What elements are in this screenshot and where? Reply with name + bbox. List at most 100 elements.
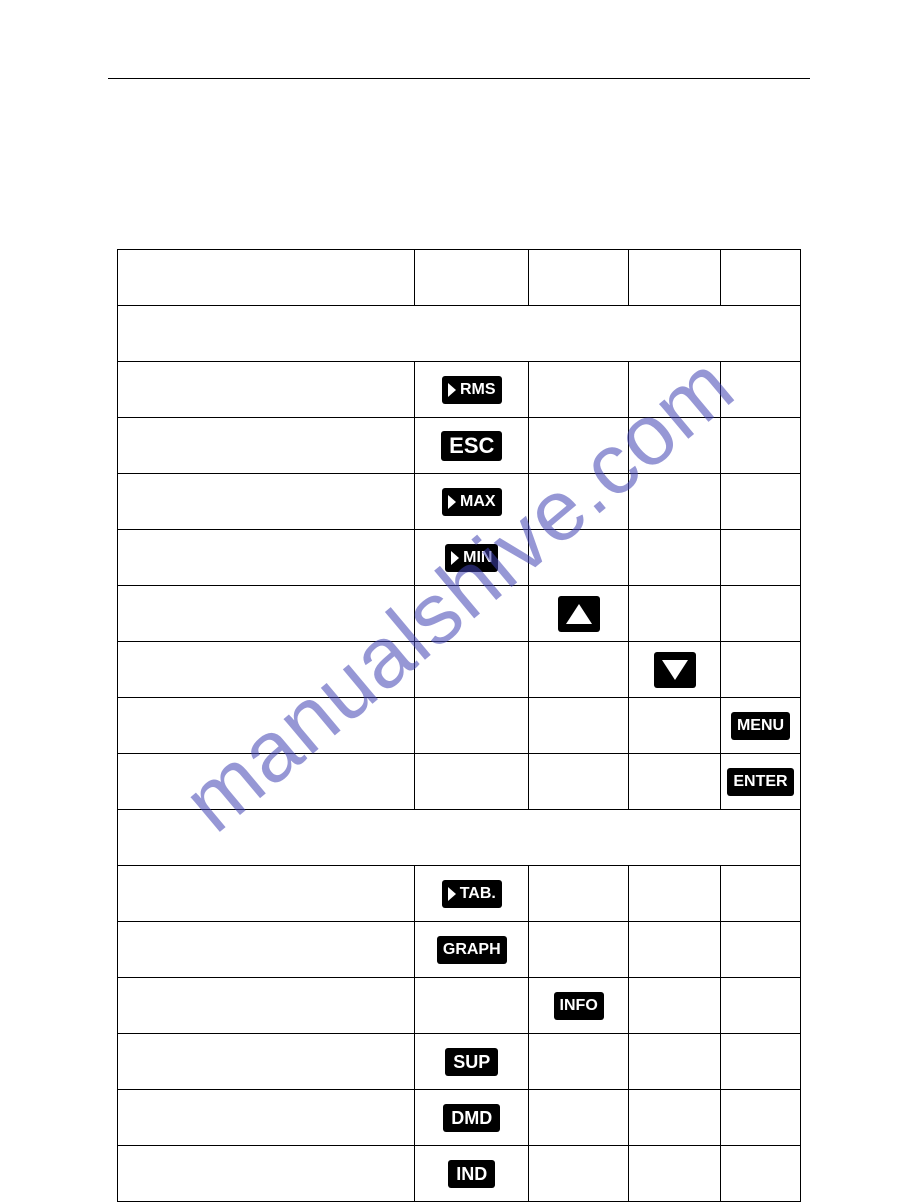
table-row: ESC [118, 418, 801, 474]
label-cell [118, 474, 415, 530]
empty-cell [415, 978, 529, 1034]
empty-cell [529, 866, 629, 922]
header-cell [721, 250, 801, 306]
label-cell [118, 530, 415, 586]
empty-cell [529, 418, 629, 474]
empty-cell [529, 474, 629, 530]
header-cell [118, 250, 415, 306]
table-row: DMD [118, 1090, 801, 1146]
empty-cell [629, 1090, 721, 1146]
empty-cell [529, 698, 629, 754]
empty-cell [629, 418, 721, 474]
empty-cell [629, 586, 721, 642]
empty-cell [721, 1090, 801, 1146]
min-button-icon: MIN [445, 544, 498, 572]
empty-cell [721, 418, 801, 474]
table-row: ENTER [118, 754, 801, 810]
ind-button-icon: IND [448, 1160, 495, 1188]
label-cell [118, 1034, 415, 1090]
table-row: MENU [118, 698, 801, 754]
page-container: manualshive.com RMS ESC [0, 0, 918, 1188]
button-cell: MAX [415, 474, 529, 530]
table-row: INFO [118, 978, 801, 1034]
button-cell: RMS [415, 362, 529, 418]
section-divider-row [118, 306, 801, 362]
empty-cell [721, 1146, 801, 1202]
button-cell: ESC [415, 418, 529, 474]
up-arrow-button-icon [558, 596, 600, 632]
empty-cell [629, 866, 721, 922]
tab-button-icon: TAB. [442, 880, 502, 908]
info-button-icon: INFO [554, 992, 604, 1020]
label-cell [118, 978, 415, 1034]
empty-cell [721, 866, 801, 922]
button-cell [529, 586, 629, 642]
table-row: IND [118, 1146, 801, 1202]
table-row: MIN [118, 530, 801, 586]
button-cell: DMD [415, 1090, 529, 1146]
label-cell [118, 1146, 415, 1202]
empty-cell [415, 754, 529, 810]
rms-button-icon: RMS [442, 376, 502, 404]
down-arrow-button-icon [654, 652, 696, 688]
label-cell [118, 362, 415, 418]
label-cell [118, 586, 415, 642]
label-cell [118, 922, 415, 978]
table-row [118, 586, 801, 642]
button-cell: SUP [415, 1034, 529, 1090]
header-cell [415, 250, 529, 306]
empty-cell [529, 1146, 629, 1202]
empty-cell [415, 586, 529, 642]
button-cell: MIN [415, 530, 529, 586]
header-cell [529, 250, 629, 306]
empty-cell [629, 698, 721, 754]
section-cell [118, 306, 801, 362]
empty-cell [721, 1034, 801, 1090]
sup-button-icon: SUP [445, 1048, 498, 1076]
empty-cell [529, 1090, 629, 1146]
button-cell: INFO [529, 978, 629, 1034]
empty-cell [721, 530, 801, 586]
empty-cell [629, 978, 721, 1034]
esc-button-icon: ESC [441, 431, 502, 461]
empty-cell [629, 362, 721, 418]
empty-cell [629, 922, 721, 978]
label-cell [118, 698, 415, 754]
header-cell [629, 250, 721, 306]
table-row: SUP [118, 1034, 801, 1090]
max-button-icon: MAX [442, 488, 502, 516]
button-reference-table: RMS ESC MAX [117, 249, 801, 1202]
table-header-row [118, 250, 801, 306]
button-cell: IND [415, 1146, 529, 1202]
empty-cell [529, 642, 629, 698]
empty-cell [529, 362, 629, 418]
empty-cell [721, 362, 801, 418]
table-row: MAX [118, 474, 801, 530]
empty-cell [415, 698, 529, 754]
empty-cell [721, 642, 801, 698]
label-cell [118, 418, 415, 474]
label-cell [118, 642, 415, 698]
enter-button-icon: ENTER [727, 768, 793, 796]
empty-cell [721, 978, 801, 1034]
empty-cell [529, 530, 629, 586]
empty-cell [629, 1034, 721, 1090]
button-cell: TAB. [415, 866, 529, 922]
empty-cell [629, 474, 721, 530]
empty-cell [629, 530, 721, 586]
section-cell [118, 810, 801, 866]
empty-cell [629, 1146, 721, 1202]
label-cell [118, 1090, 415, 1146]
menu-button-icon: MENU [731, 712, 790, 740]
button-cell: GRAPH [415, 922, 529, 978]
button-cell: ENTER [721, 754, 801, 810]
empty-cell [721, 586, 801, 642]
dmd-button-icon: DMD [443, 1104, 500, 1132]
table-row [118, 642, 801, 698]
empty-cell [721, 922, 801, 978]
empty-cell [529, 1034, 629, 1090]
section-divider-row [118, 810, 801, 866]
table-row: TAB. [118, 866, 801, 922]
label-cell [118, 754, 415, 810]
button-cell: MENU [721, 698, 801, 754]
